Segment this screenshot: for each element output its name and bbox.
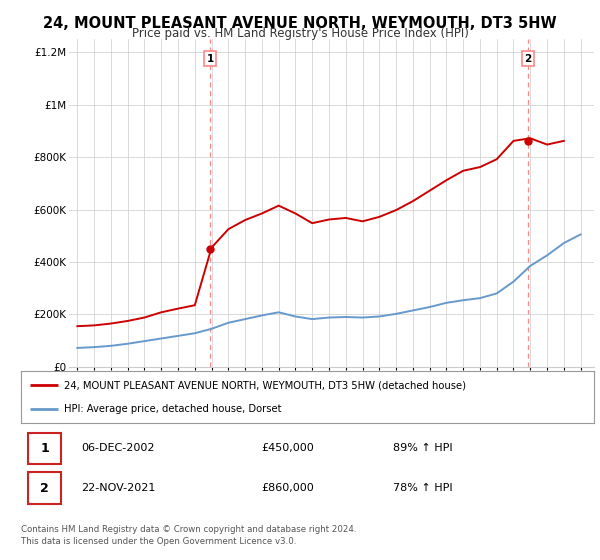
Text: 24, MOUNT PLEASANT AVENUE NORTH, WEYMOUTH, DT3 5HW (detached house): 24, MOUNT PLEASANT AVENUE NORTH, WEYMOUT…	[64, 380, 466, 390]
Text: 78% ↑ HPI: 78% ↑ HPI	[394, 483, 453, 493]
Text: 1: 1	[40, 442, 49, 455]
Text: 22-NOV-2021: 22-NOV-2021	[81, 483, 155, 493]
Text: 24, MOUNT PLEASANT AVENUE NORTH, WEYMOUTH, DT3 5HW: 24, MOUNT PLEASANT AVENUE NORTH, WEYMOUT…	[43, 16, 557, 31]
Text: 2: 2	[40, 482, 49, 494]
Text: 89% ↑ HPI: 89% ↑ HPI	[394, 444, 453, 453]
Text: 06-DEC-2002: 06-DEC-2002	[81, 444, 155, 453]
FancyBboxPatch shape	[28, 472, 61, 504]
Text: £450,000: £450,000	[262, 444, 314, 453]
Text: Price paid vs. HM Land Registry's House Price Index (HPI): Price paid vs. HM Land Registry's House …	[131, 27, 469, 40]
Text: HPI: Average price, detached house, Dorset: HPI: Average price, detached house, Dors…	[64, 404, 281, 414]
FancyBboxPatch shape	[28, 432, 61, 464]
Text: 2: 2	[524, 54, 532, 64]
Text: Contains HM Land Registry data © Crown copyright and database right 2024.
This d: Contains HM Land Registry data © Crown c…	[21, 525, 356, 546]
Text: 1: 1	[206, 54, 214, 64]
Text: £860,000: £860,000	[262, 483, 314, 493]
